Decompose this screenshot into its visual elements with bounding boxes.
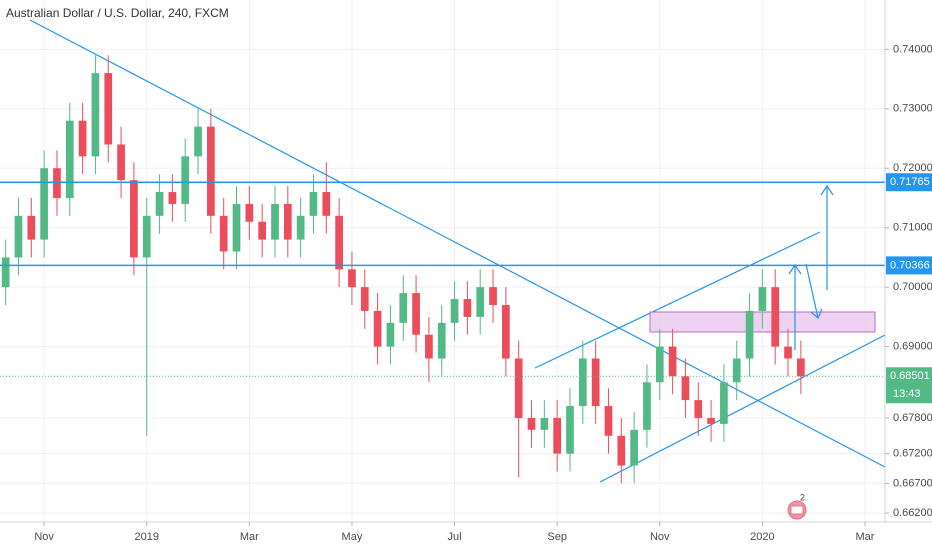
candle-body <box>78 120 87 157</box>
candle-body <box>437 322 446 359</box>
x-tick-label: Sep <box>547 531 567 543</box>
candle-body <box>14 215 23 258</box>
candle-body <box>758 287 767 311</box>
candle-body <box>643 382 651 430</box>
candle-body <box>258 221 267 240</box>
candle-body <box>373 310 382 347</box>
candle-body <box>476 287 485 317</box>
candle-body <box>732 358 741 383</box>
countdown: 13:43 <box>893 388 921 400</box>
candle-body <box>1 257 10 288</box>
candle-body <box>489 287 497 305</box>
candle-body <box>65 120 74 198</box>
candle-body <box>655 346 664 383</box>
candle-body <box>168 192 177 204</box>
price-label-box <box>886 367 932 404</box>
y-tick-label: 0.70000 <box>893 281 932 293</box>
candle-body <box>296 215 305 240</box>
x-tick-label: Mar <box>240 531 259 543</box>
candle-body <box>348 269 356 288</box>
candle-body <box>566 406 574 454</box>
event-icon <box>787 500 807 520</box>
level-label: 0.70366 <box>890 259 930 271</box>
candle-body <box>771 287 780 347</box>
candle-body <box>309 192 318 216</box>
candle-body <box>130 180 138 258</box>
candle-body <box>694 400 703 418</box>
candle-body <box>142 215 151 258</box>
badge: 2 <box>800 492 805 502</box>
level-label: 0.71765 <box>890 176 930 188</box>
x-tick-label: May <box>342 531 363 543</box>
candle-body <box>450 299 459 323</box>
candle-body <box>502 304 510 359</box>
x-tick-label: Jul <box>448 531 462 543</box>
candle-body <box>540 417 549 430</box>
y-tick-label: 0.67800 <box>893 412 932 424</box>
drawings <box>29 19 886 483</box>
candle-body <box>553 417 562 454</box>
y-tick-label: 0.66200 <box>893 507 932 519</box>
candle-body <box>360 287 369 311</box>
candle-body <box>617 435 626 466</box>
arrow-head <box>810 308 823 319</box>
x-tick-label: Nov <box>34 531 54 543</box>
candle-body <box>412 293 420 335</box>
y-tick-label: 0.69000 <box>893 341 932 353</box>
candle-body <box>27 215 36 240</box>
y-tick-label: 0.72000 <box>893 162 932 174</box>
candle-body <box>335 215 343 270</box>
y-tick-label: 0.67200 <box>893 448 932 460</box>
channel-lower <box>599 334 886 483</box>
x-tick-label: Nov <box>650 531 670 543</box>
y-tick-label: 0.73000 <box>893 103 932 115</box>
candle-body <box>181 156 190 204</box>
candle-body <box>668 346 677 377</box>
candle-body <box>604 406 613 436</box>
x-tick-label: 2020 <box>750 531 774 543</box>
candle-body <box>194 126 202 157</box>
candle-body <box>283 203 292 240</box>
candle-body <box>591 358 600 407</box>
chart-title: Australian Dollar / U.S. Dollar, 240, FX… <box>6 6 229 20</box>
y-tick-label: 0.66700 <box>893 477 932 489</box>
arrow <box>805 263 819 319</box>
y-tick-label: 0.74000 <box>893 43 932 55</box>
candle-body <box>104 73 113 145</box>
candle-body <box>425 334 433 359</box>
candle-body <box>155 192 164 216</box>
candle-body <box>245 203 254 222</box>
candle-body <box>322 192 331 216</box>
candle-body <box>53 168 61 198</box>
level-label-box <box>886 173 932 192</box>
x-tick-label: Mar <box>856 531 875 543</box>
candle-body <box>386 322 395 347</box>
trend-line <box>29 19 886 468</box>
candle-body <box>784 346 792 359</box>
candle-body <box>271 203 279 240</box>
y-tick-label: 0.71000 <box>893 222 932 234</box>
candle-body <box>797 358 805 377</box>
candle-body <box>514 358 523 418</box>
arrow-head <box>820 184 834 196</box>
level-label-box <box>886 256 932 275</box>
candle-body <box>720 382 728 424</box>
price-label: 0.68501 <box>890 370 930 382</box>
candle-body <box>630 429 638 466</box>
candle-body <box>578 358 587 407</box>
candle-body <box>91 73 100 157</box>
candle-body <box>219 215 228 252</box>
candle-body <box>40 168 48 240</box>
candle-body <box>117 144 125 181</box>
candle-body <box>707 417 715 424</box>
candle-body <box>463 299 472 317</box>
candle-body <box>207 126 215 216</box>
candle-body <box>399 293 408 323</box>
x-tick-label: 2019 <box>134 531 158 543</box>
candle-body <box>681 376 690 401</box>
candle-body <box>745 310 754 359</box>
candle-body <box>232 203 241 252</box>
candle-body <box>527 417 536 430</box>
